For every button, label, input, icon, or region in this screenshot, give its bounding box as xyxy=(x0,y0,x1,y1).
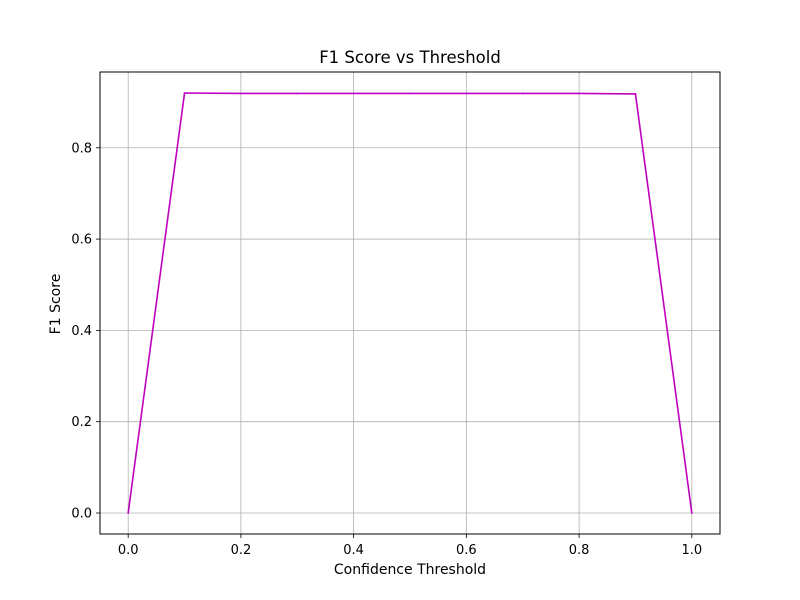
data-point xyxy=(183,92,186,94)
grid-lines xyxy=(100,72,720,534)
data-point xyxy=(634,93,637,95)
data-point xyxy=(465,92,468,95)
data-point xyxy=(352,92,355,95)
y-tick-label: 0.6 xyxy=(71,233,92,248)
x-tick-label: 0.6 xyxy=(456,543,477,558)
y-tick-label: 0.0 xyxy=(71,507,92,522)
chart-title: F1 Score vs Threshold xyxy=(319,48,501,67)
y-axis-label: F1 Score xyxy=(48,274,64,335)
series-layer xyxy=(127,92,693,514)
axis-ticks: 0.0 0.2 0.4 0.6 0.8 1.0 0.0 0.2 0.4 0.6 0.8 xyxy=(71,141,702,558)
data-point xyxy=(240,92,242,95)
data-point xyxy=(578,92,580,95)
data-point xyxy=(127,512,130,514)
y-tick-label: 0.8 xyxy=(71,141,92,156)
data-point xyxy=(521,92,524,95)
x-tick-label: 0.2 xyxy=(231,543,252,558)
data-point xyxy=(409,92,411,95)
x-axis-label: Confidence Threshold xyxy=(334,562,486,578)
x-tick-label: 0.8 xyxy=(569,543,590,558)
x-tick-label: 0.4 xyxy=(343,543,364,558)
y-tick-label: 0.2 xyxy=(71,415,92,430)
x-tick-label: 1.0 xyxy=(681,543,702,558)
plot-area-frame xyxy=(99,71,721,535)
data-point xyxy=(296,92,299,95)
x-tick-label: 0.0 xyxy=(118,543,139,558)
y-tick-label: 0.4 xyxy=(71,324,92,339)
data-point xyxy=(690,512,693,514)
